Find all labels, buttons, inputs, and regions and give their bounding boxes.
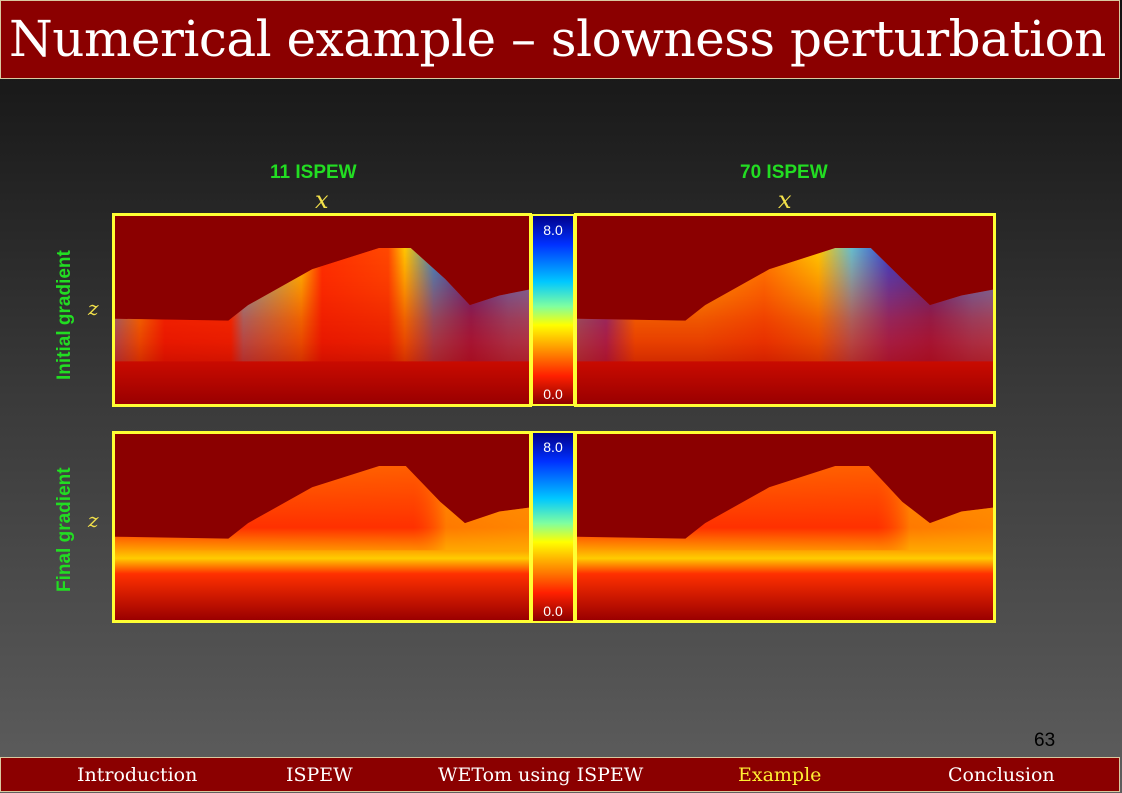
gradient-image-final-11 — [115, 465, 529, 620]
x-axis-label-right: x — [778, 186, 792, 214]
gradient-image-initial-70 — [577, 247, 993, 404]
z-axis-label-bottom: z — [88, 508, 99, 532]
colorbar-top: 8.0 0.0 — [531, 214, 575, 406]
colorbar-bottom-max: 8.0 — [543, 439, 563, 455]
z-axis-label-top: z — [88, 296, 99, 320]
nav-item-conclusion[interactable]: Conclusion — [948, 764, 1055, 786]
column-label-11-ispew: 11 ISPEW — [270, 162, 357, 183]
gradient-image-final-70 — [577, 465, 993, 620]
panel-initial-70-ispew — [574, 213, 996, 407]
colorbar-top-min: 0.0 — [543, 386, 563, 402]
gradient-image-initial-11 — [115, 247, 529, 404]
x-axis-label-left: x — [315, 186, 329, 214]
nav-item-ispew[interactable]: ISPEW — [286, 764, 353, 786]
title-bar: Numerical example – slowness perturbatio… — [0, 0, 1120, 79]
nav-item-introduction[interactable]: Introduction — [77, 764, 198, 786]
nav-item-example[interactable]: Example — [738, 764, 822, 786]
nav-bar: Introduction ISPEW WETom using ISPEW Exa… — [0, 757, 1120, 792]
panel-initial-11-ispew — [112, 213, 532, 407]
row-label-final-gradient: Final gradient — [54, 467, 75, 592]
row-label-initial-gradient: Initial gradient — [54, 250, 75, 380]
colorbar-bottom-min: 0.0 — [543, 603, 563, 619]
colorbar-bottom: 8.0 0.0 — [531, 431, 575, 623]
colorbar-top-max: 8.0 — [543, 222, 563, 238]
panel-final-11-ispew — [112, 431, 532, 623]
panel-final-70-ispew — [574, 431, 996, 623]
slide-title: Numerical example – slowness perturbatio… — [9, 10, 1106, 68]
page-number: 63 — [1034, 730, 1056, 751]
nav-item-wetom-using-ispew[interactable]: WETom using ISPEW — [438, 764, 644, 786]
column-label-70-ispew: 70 ISPEW — [740, 162, 828, 183]
